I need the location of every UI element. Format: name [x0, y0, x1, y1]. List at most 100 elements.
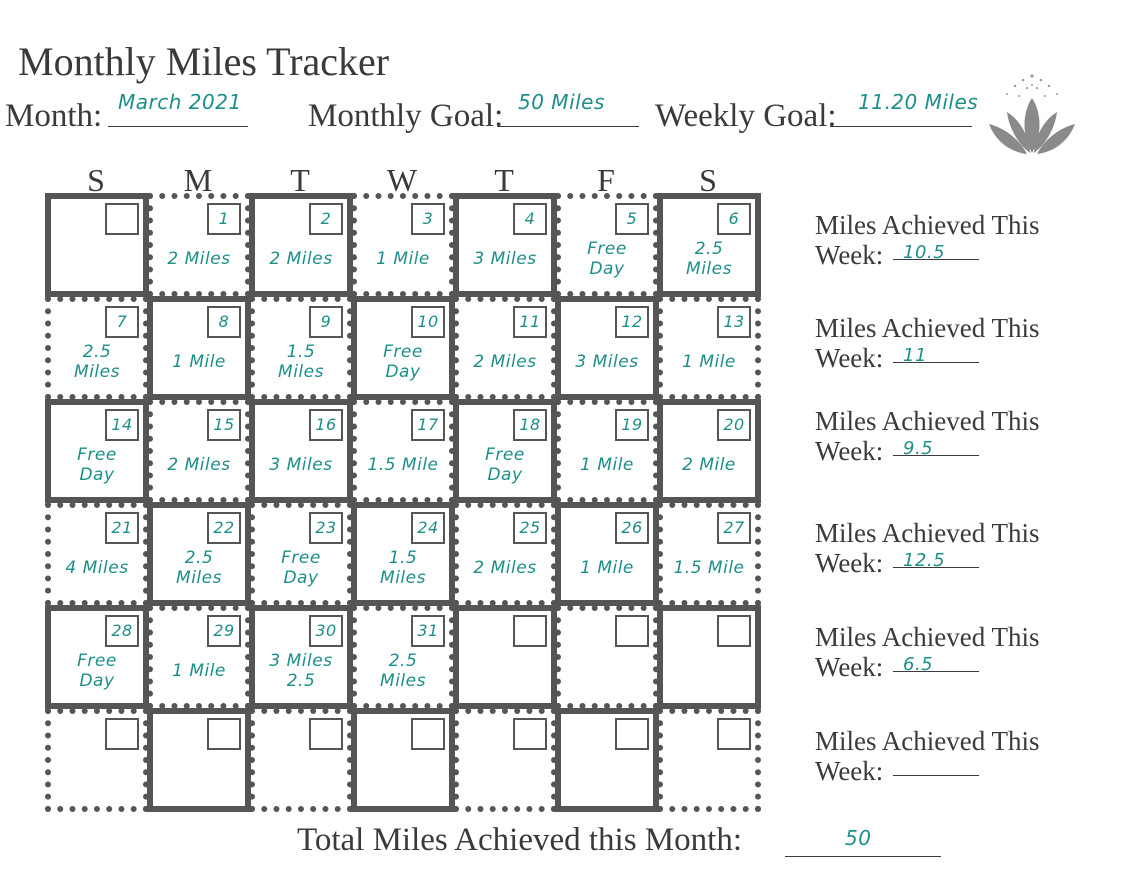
week-summary-week-label: Week: — [815, 652, 884, 682]
day-cell[interactable] — [555, 605, 659, 709]
week-summary-value[interactable]: 9.5 — [903, 438, 934, 459]
day-cell[interactable] — [45, 708, 149, 812]
day-cell[interactable]: 10 Free Day — [351, 296, 455, 400]
day-entry[interactable]: 2 Miles — [473, 558, 537, 579]
day-entry[interactable]: 3 Miles — [269, 455, 333, 476]
day-cell[interactable]: 3 1 Mile — [351, 193, 455, 297]
day-entry[interactable]: Free Day — [77, 445, 117, 485]
day-entry[interactable]: 2.5 Miles — [74, 342, 120, 382]
day-cell[interactable]: 15 2 Miles — [147, 399, 251, 503]
day-cell[interactable] — [657, 605, 761, 709]
day-entry[interactable]: 2 Miles — [473, 352, 537, 373]
day-cell[interactable] — [351, 708, 455, 812]
week-summary-value[interactable]: 12.5 — [903, 550, 946, 571]
day-cell[interactable] — [249, 708, 353, 812]
day-entry[interactable]: 2.5 Miles — [176, 548, 222, 588]
day-entry[interactable]: Free Day — [77, 651, 117, 691]
day-header-sunday: S — [87, 162, 105, 198]
day-entry[interactable]: 1.5 Miles — [278, 342, 324, 382]
day-cell[interactable] — [453, 605, 557, 709]
day-cell[interactable] — [555, 708, 659, 812]
day-cell[interactable]: 6 2.5 Miles — [657, 193, 761, 297]
day-entry[interactable] — [669, 647, 749, 697]
day-entry[interactable]: 1 Mile — [580, 558, 634, 579]
day-entry[interactable]: 1.5 Mile — [673, 558, 745, 579]
day-entry[interactable]: 1 Mile — [580, 455, 634, 476]
day-entry[interactable] — [465, 750, 545, 800]
day-cell[interactable]: 5 Free Day — [555, 193, 659, 297]
day-cell[interactable]: 1 2 Miles — [147, 193, 251, 297]
day-cell[interactable]: 22 2.5 Miles — [147, 502, 251, 606]
day-cell[interactable]: 18 Free Day — [453, 399, 557, 503]
day-entry[interactable]: 2.5 Miles — [380, 651, 426, 691]
day-cell[interactable]: 24 1.5 Miles — [351, 502, 455, 606]
day-cell[interactable]: 7 2.5 Miles — [45, 296, 149, 400]
day-entry[interactable] — [57, 235, 137, 285]
day-entry[interactable]: 4 Miles — [65, 558, 129, 579]
day-number-box — [105, 718, 139, 750]
day-cell[interactable]: 20 2 Mile — [657, 399, 761, 503]
lotus-icon — [989, 74, 1075, 154]
week-summary-value[interactable]: 10.5 — [903, 242, 946, 263]
day-entry[interactable] — [465, 647, 545, 697]
day-cell[interactable]: 25 2 Miles — [453, 502, 557, 606]
total-value[interactable]: 50 — [845, 826, 872, 850]
month-value[interactable]: March 2021 — [118, 90, 242, 114]
day-cell[interactable]: 12 3 Miles — [555, 296, 659, 400]
day-entry[interactable]: 2 Mile — [682, 455, 736, 476]
day-entry[interactable]: 2 Miles — [167, 455, 231, 476]
day-entry[interactable]: 1 Mile — [172, 352, 226, 373]
day-entry[interactable]: 2.5 Miles — [686, 239, 732, 279]
day-entry[interactable] — [567, 647, 647, 697]
day-entry[interactable]: Free Day — [587, 239, 627, 279]
day-cell[interactable]: 11 2 Miles — [453, 296, 557, 400]
monthly-goal-value[interactable]: 50 Miles — [518, 90, 605, 114]
day-entry[interactable]: Free Day — [383, 342, 423, 382]
day-cell[interactable]: 26 1 Mile — [555, 502, 659, 606]
day-entry[interactable]: 2 Miles — [167, 249, 231, 270]
day-entry[interactable]: 1.5 Miles — [380, 548, 426, 588]
day-entry[interactable]: 3 Miles — [473, 249, 537, 270]
day-cell[interactable]: 23 Free Day — [249, 502, 353, 606]
day-entry[interactable]: 1 Mile — [172, 661, 226, 682]
day-cell[interactable]: 2 2 Miles — [249, 193, 353, 297]
day-cell[interactable]: 14 Free Day — [45, 399, 149, 503]
day-number-box — [411, 718, 445, 750]
day-cell[interactable]: 9 1.5 Miles — [249, 296, 353, 400]
day-cell[interactable]: 16 3 Miles — [249, 399, 353, 503]
day-cell[interactable]: 28 Free Day — [45, 605, 149, 709]
day-entry[interactable] — [57, 750, 137, 800]
day-entry[interactable]: 1.5 Mile — [367, 455, 439, 476]
day-entry[interactable]: 3 Miles 2.5 — [269, 651, 333, 691]
day-entry[interactable]: Free Day — [485, 445, 525, 485]
day-cell[interactable]: 19 1 Mile — [555, 399, 659, 503]
day-entry[interactable]: 2 Miles — [269, 249, 333, 270]
day-cell[interactable]: 30 3 Miles 2.5 — [249, 605, 353, 709]
day-entry[interactable] — [261, 750, 341, 800]
day-cell[interactable]: 21 4 Miles — [45, 502, 149, 606]
weekly-goal-value[interactable]: 11.20 Miles — [858, 90, 979, 114]
day-entry[interactable]: 1 Mile — [376, 249, 430, 270]
day-cell[interactable]: 29 1 Mile — [147, 605, 251, 709]
day-cell[interactable]: 27 1.5 Mile — [657, 502, 761, 606]
day-entry[interactable]: Free Day — [281, 548, 321, 588]
day-cell[interactable]: 8 1 Mile — [147, 296, 251, 400]
day-cell[interactable]: 17 1.5 Mile — [351, 399, 455, 503]
day-cell[interactable]: 13 1 Mile — [657, 296, 761, 400]
day-entry[interactable]: 3 Miles — [575, 352, 639, 373]
day-entry[interactable] — [363, 750, 443, 800]
day-cell[interactable] — [45, 193, 149, 297]
week-summary-value[interactable]: 11 — [903, 345, 927, 366]
day-number-box: 19 — [615, 409, 649, 441]
day-cell[interactable] — [657, 708, 761, 812]
day-entry[interactable] — [567, 750, 647, 800]
day-cell[interactable] — [453, 708, 557, 812]
day-number-box: 18 — [513, 409, 547, 441]
day-entry[interactable] — [159, 750, 239, 800]
week-summary-value[interactable]: 6.5 — [903, 654, 934, 675]
day-cell[interactable] — [147, 708, 251, 812]
day-cell[interactable]: 31 2.5 Miles — [351, 605, 455, 709]
day-entry[interactable] — [669, 750, 749, 800]
day-cell[interactable]: 4 3 Miles — [453, 193, 557, 297]
day-entry[interactable]: 1 Mile — [682, 352, 736, 373]
